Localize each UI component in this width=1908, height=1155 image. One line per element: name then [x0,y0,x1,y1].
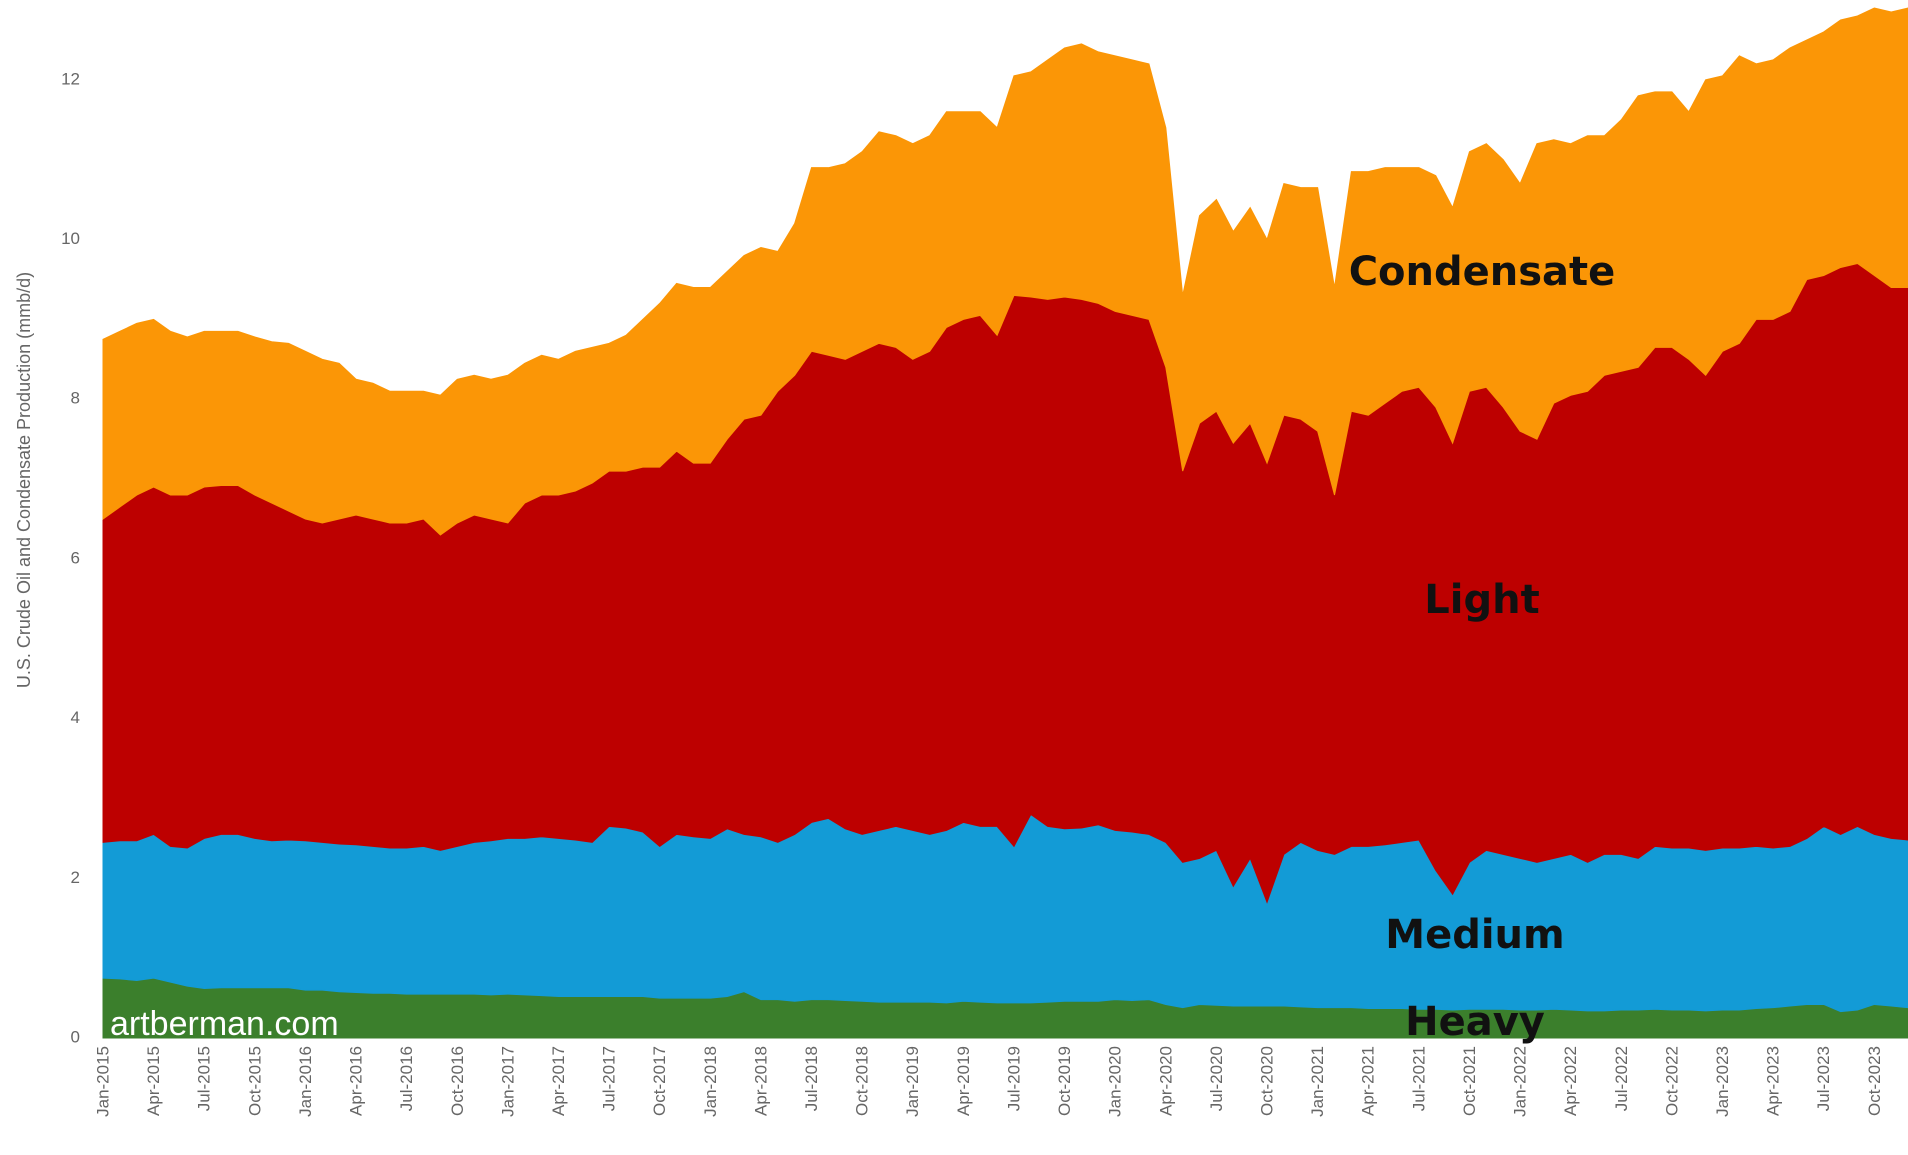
labels: 0 2 4 6 8 10 12 Jan-2015 Apr-2015 Jul-2015 Oct-201… [61,69,1884,1117]
x-tick-label: Jul-2021 [1409,1046,1428,1111]
y-tick-label: 8 [71,389,80,408]
x-tick-label: Jan-2022 [1511,1046,1530,1117]
y-tick-label: 10 [61,229,80,248]
x-tick-label: Jan-2017 [498,1046,517,1117]
x-tick-label: Oct-2023 [1865,1046,1884,1116]
x-tick-label: Jan-2018 [701,1046,720,1117]
area [102,7,1908,536]
x-tick-label: Apr-2021 [1359,1046,1378,1116]
y-tick-label: 4 [71,708,80,727]
x-tick-label: Oct-2016 [448,1046,467,1116]
series-label: Heavy [1405,999,1545,1045]
x-tick-label: Apr-2017 [549,1046,568,1116]
x-tick-label: Apr-2019 [954,1046,973,1116]
x-tick-label: Jul-2016 [397,1046,416,1111]
x-tick-label: Apr-2018 [751,1046,770,1116]
plot-area [102,7,1908,1039]
x-tick-label: Jan-2021 [1308,1046,1327,1117]
x-tick-label: Oct-2017 [650,1046,669,1116]
x-tick-label: Jan-2019 [903,1046,922,1117]
x-tick-label: Jan-2016 [296,1046,315,1117]
x-tick-label: Oct-2019 [1055,1046,1074,1116]
x-tick-label: Oct-2021 [1460,1046,1479,1116]
y-axis-title: U.S. Crude Oil and Condensate Production… [14,272,34,688]
x-tick-label: Apr-2023 [1764,1046,1783,1116]
y-tick-label: 2 [71,868,80,887]
x-tick-label: Jul-2017 [600,1046,619,1111]
watermark: artberman.com [110,1005,339,1043]
x-tick-label: Jan-2023 [1713,1046,1732,1117]
y-tick-label: 0 [71,1027,80,1046]
x-tick-label: Jul-2018 [802,1046,821,1111]
x-tick-label: Jul-2019 [1004,1046,1023,1111]
x-tick-label: Jan-2015 [93,1046,112,1117]
y-tick-label: 6 [71,548,80,567]
x-tick-label: Oct-2022 [1662,1046,1681,1116]
x-tick-label: Jul-2022 [1612,1046,1631,1111]
x-tick-label: Oct-2018 [853,1046,872,1116]
series-label: Medium [1385,912,1564,958]
x-tick-label: Oct-2015 [245,1046,264,1116]
series-label: Light [1424,577,1539,623]
x-tick-label: Jul-2015 [195,1046,214,1111]
x-tick-label: Oct-2020 [1258,1046,1277,1116]
x-tick-label: Jan-2020 [1106,1046,1125,1117]
x-tick-label: Apr-2022 [1561,1046,1580,1116]
x-tick-label: Jul-2023 [1814,1046,1833,1111]
x-tick-label: Jul-2020 [1207,1046,1226,1111]
x-tick-label: Apr-2020 [1156,1046,1175,1116]
y-tick-label: 12 [61,69,80,88]
x-tick-label: Apr-2015 [144,1046,163,1116]
x-tick-label: Apr-2016 [347,1046,366,1116]
series-label: Condensate [1349,249,1616,295]
